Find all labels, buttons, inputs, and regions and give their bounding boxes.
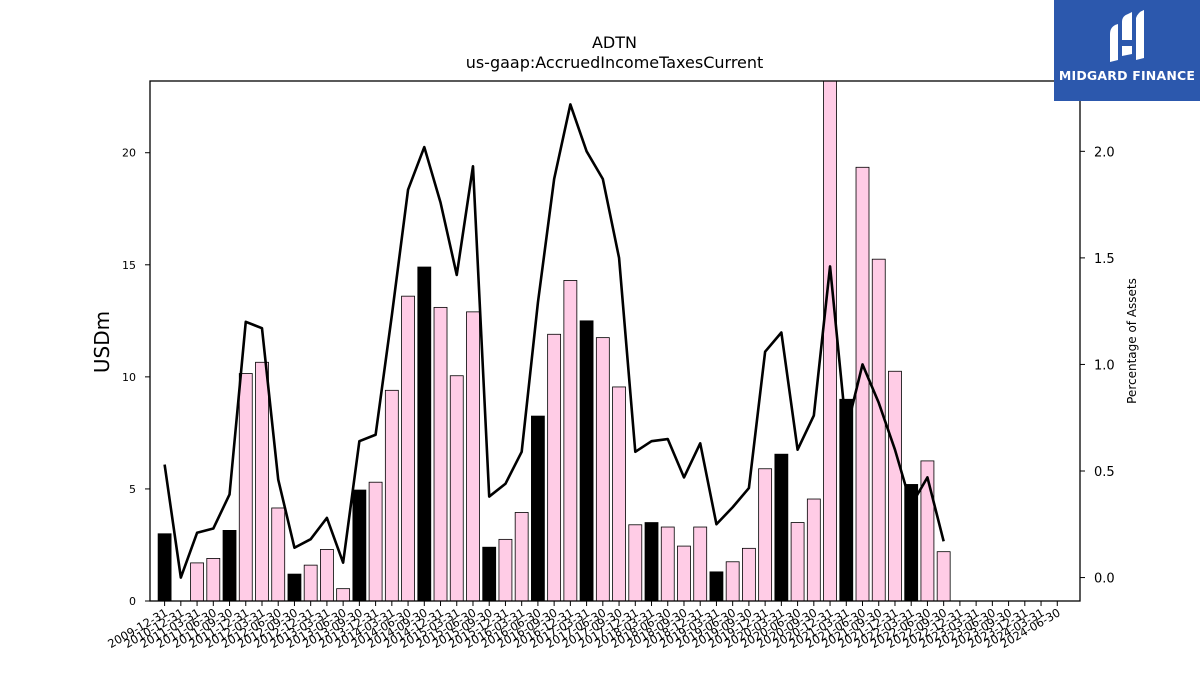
bar (417, 266, 432, 602)
bar (157, 533, 172, 602)
y-tick-label: 5 (129, 483, 136, 496)
bar (271, 507, 286, 602)
bar (693, 526, 708, 602)
brand-name: MIDGARD FINANCE (1058, 68, 1196, 83)
bar (709, 571, 724, 602)
bar (222, 530, 237, 602)
y-tick-label: 0 (129, 595, 136, 608)
bar (644, 522, 659, 602)
bar (660, 526, 675, 602)
y2-tick-label: 1.0 (1094, 358, 1115, 373)
y2-axis-label: Percentage of Assets (1125, 278, 1139, 404)
bar (936, 551, 951, 602)
bar (612, 386, 626, 602)
bar (466, 311, 480, 602)
plot-frame (149, 80, 1081, 602)
bar (449, 375, 464, 602)
chart-subtitle: us-gaap:AccruedIncomeTaxesCurrent (466, 53, 764, 72)
bar (482, 546, 497, 602)
bar (433, 306, 448, 602)
bar (823, 80, 837, 602)
bar (790, 522, 805, 602)
bar (742, 547, 756, 602)
bar (677, 545, 691, 602)
plot-area: 051015200.00.51.01.52.02009-12-312010-12… (105, 80, 1115, 651)
bar (579, 320, 594, 602)
percentage-line (163, 103, 945, 579)
bar (206, 558, 221, 602)
bar (352, 489, 367, 602)
bar (303, 564, 318, 602)
y2-tick-label: 0.5 (1094, 465, 1115, 480)
brand-logo: MIDGARD FINANCE (1054, 0, 1200, 101)
y2-tick-label: 1.5 (1094, 252, 1115, 267)
bar (498, 538, 513, 602)
y-tick-label: 20 (122, 147, 136, 160)
bar (320, 549, 334, 602)
y-tick-label: 15 (122, 259, 136, 272)
bar (190, 562, 204, 602)
bar (401, 295, 415, 602)
bar (255, 361, 269, 602)
bar (725, 561, 740, 602)
bar (287, 573, 302, 602)
bar (531, 415, 545, 602)
y2-tick-label: 0.0 (1094, 572, 1115, 587)
bar (806, 498, 821, 602)
bar (563, 280, 578, 602)
bar (368, 481, 383, 602)
y2-tick-label: 2.0 (1094, 145, 1115, 160)
bar (888, 370, 902, 602)
bar (384, 389, 399, 602)
midgard-logo-icon (1110, 10, 1144, 62)
bar (871, 258, 886, 602)
bar (514, 512, 529, 602)
bar (758, 468, 773, 602)
y-tick-label: 10 (122, 371, 136, 384)
chart-title: ADTN (592, 33, 637, 52)
bar (595, 337, 610, 602)
bar (547, 333, 562, 602)
bar (628, 524, 643, 602)
bar (238, 373, 253, 602)
y-axis-label: USDm (90, 311, 114, 373)
bar (336, 588, 351, 602)
bar (774, 453, 789, 602)
